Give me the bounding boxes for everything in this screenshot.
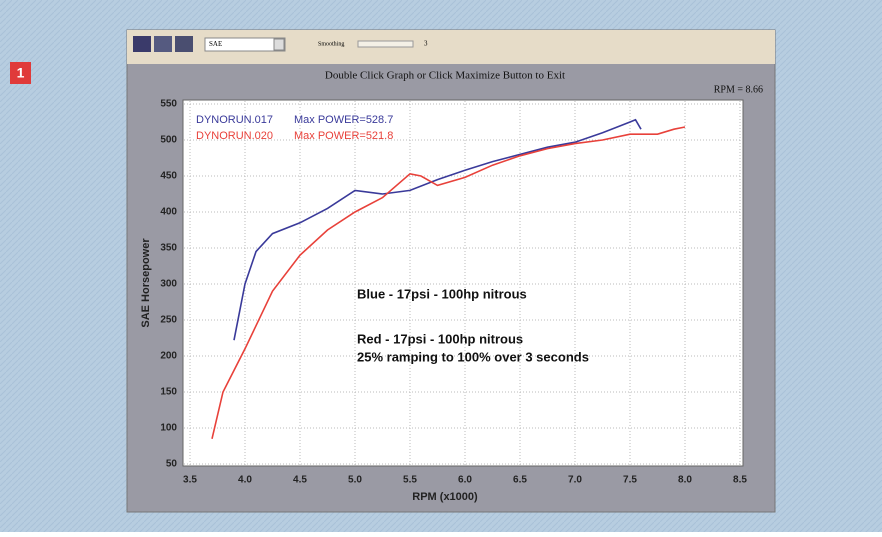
y-tick-label: 500 bbox=[160, 135, 177, 146]
tool-icon[interactable] bbox=[154, 36, 172, 52]
x-tick-label: 4.0 bbox=[238, 475, 252, 486]
tool-icon[interactable] bbox=[133, 36, 151, 52]
series-line bbox=[211, 126, 686, 439]
y-tick-label: 200 bbox=[160, 351, 177, 362]
smoothing-value: 3 bbox=[424, 40, 428, 48]
rpm-readout: RPM = 8.66 bbox=[714, 84, 763, 95]
y-tick-label: 50 bbox=[166, 459, 178, 470]
x-tick-label: 7.0 bbox=[568, 475, 582, 486]
x-tick-label: 4.5 bbox=[293, 475, 307, 486]
window-caption: Double Click Graph or Click Maximize But… bbox=[325, 70, 565, 82]
units-text: SAE bbox=[209, 40, 222, 48]
badge bbox=[10, 62, 31, 84]
x-axis-label: RPM (x1000) bbox=[412, 491, 478, 503]
y-axis-label: SAE Horsepower bbox=[140, 238, 152, 328]
badge-text: 1 bbox=[17, 65, 25, 81]
legend-name: DYNORUN.020 bbox=[196, 130, 273, 142]
plot-area bbox=[182, 99, 744, 467]
smoothing-slider[interactable] bbox=[357, 40, 414, 48]
annotation: Blue - 17psi - 100hp nitrous bbox=[357, 286, 527, 301]
legend-max: Max POWER=528.7 bbox=[294, 114, 393, 126]
y-tick-label: 550 bbox=[160, 99, 177, 110]
x-tick-label: 3.5 bbox=[183, 475, 197, 486]
y-tick-label: 450 bbox=[160, 171, 177, 182]
x-tick-label: 8.0 bbox=[678, 475, 692, 486]
x-tick-label: 5.0 bbox=[348, 475, 362, 486]
legend-max: Max POWER=521.8 bbox=[294, 130, 393, 142]
annotation: Red - 17psi - 100hp nitrous bbox=[357, 331, 523, 346]
annotation: 25% ramping to 100% over 3 seconds bbox=[357, 349, 589, 364]
units-dropdown[interactable] bbox=[204, 37, 286, 52]
series-line bbox=[233, 118, 642, 341]
dropdown-button[interactable] bbox=[273, 38, 285, 51]
y-tick-label: 250 bbox=[160, 315, 177, 326]
y-tick-label: 350 bbox=[160, 243, 177, 254]
y-tick-label: 100 bbox=[160, 423, 177, 434]
x-tick-label: 8.5 bbox=[733, 475, 747, 486]
legend-name: DYNORUN.017 bbox=[196, 114, 273, 126]
x-tick-label: 6.5 bbox=[513, 475, 527, 486]
x-tick-label: 6.0 bbox=[458, 475, 472, 486]
tool-icon[interactable] bbox=[175, 36, 193, 52]
y-tick-label: 300 bbox=[160, 279, 177, 290]
smoothing-label: Smoothing bbox=[318, 41, 344, 47]
x-tick-label: 7.5 bbox=[623, 475, 637, 486]
y-tick-label: 400 bbox=[160, 207, 177, 218]
y-tick-label: 150 bbox=[160, 387, 177, 398]
x-tick-label: 5.5 bbox=[403, 475, 417, 486]
